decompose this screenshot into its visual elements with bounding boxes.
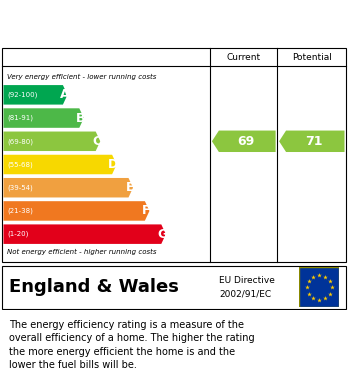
Polygon shape (3, 131, 100, 151)
Text: D: D (108, 158, 119, 171)
Text: Potential: Potential (292, 52, 332, 61)
Polygon shape (212, 131, 276, 152)
Text: 71: 71 (305, 135, 323, 148)
Polygon shape (3, 201, 149, 221)
Polygon shape (3, 178, 133, 197)
Text: (69-80): (69-80) (8, 138, 34, 145)
Text: 2002/91/EC: 2002/91/EC (219, 290, 271, 299)
Text: The energy efficiency rating is a measure of the
overall efficiency of a home. T: The energy efficiency rating is a measur… (9, 320, 254, 370)
Text: 69: 69 (237, 135, 254, 148)
Text: C: C (93, 135, 102, 148)
Polygon shape (3, 85, 68, 104)
Text: E: E (126, 181, 134, 194)
Text: (21-38): (21-38) (8, 208, 33, 214)
Polygon shape (3, 224, 166, 244)
Polygon shape (279, 131, 345, 152)
Text: A: A (60, 88, 69, 101)
Text: (55-68): (55-68) (8, 161, 33, 168)
Text: (1-20): (1-20) (8, 231, 29, 237)
Text: Very energy efficient - lower running costs: Very energy efficient - lower running co… (7, 74, 156, 80)
Text: (39-54): (39-54) (8, 185, 33, 191)
Text: England & Wales: England & Wales (9, 278, 179, 296)
Text: (92-100): (92-100) (8, 91, 38, 98)
Text: (81-91): (81-91) (8, 115, 34, 121)
Polygon shape (3, 108, 84, 128)
Text: Energy Efficiency Rating: Energy Efficiency Rating (10, 16, 232, 30)
Text: Current: Current (227, 52, 261, 61)
Text: B: B (76, 111, 85, 125)
Polygon shape (3, 155, 117, 174)
Text: EU Directive: EU Directive (219, 276, 275, 285)
Text: F: F (142, 204, 150, 217)
Text: G: G (158, 228, 168, 241)
Text: Not energy efficient - higher running costs: Not energy efficient - higher running co… (7, 249, 157, 255)
